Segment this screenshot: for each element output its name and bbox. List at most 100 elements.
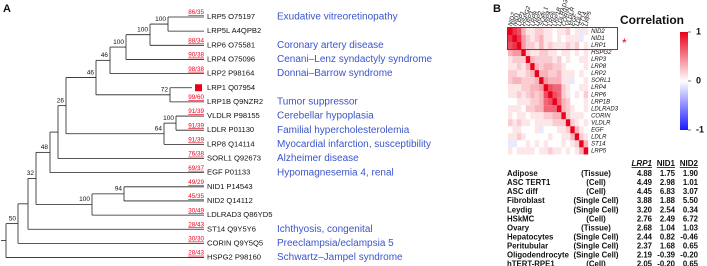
heatmap-cell (530, 105, 535, 113)
heatmap-cell (530, 77, 535, 85)
heatmap-cell (534, 28, 540, 36)
heatmap-cell (565, 77, 571, 85)
heatmap-cell (516, 112, 522, 120)
colorbar (680, 32, 688, 130)
heatmap-cell (556, 140, 562, 148)
heatmap-cell (516, 77, 522, 85)
heatmap-cell (525, 35, 531, 43)
heatmap-cell (521, 105, 526, 113)
heatmap-cell (543, 42, 549, 50)
bootstrap-value: 94 (115, 186, 123, 193)
heatmap-cell (530, 147, 535, 155)
heatmap-cell (574, 119, 580, 127)
row-label: LRP2 (591, 71, 607, 77)
heatmap-cell (570, 63, 575, 71)
bootstrap-value: 100 (137, 26, 148, 33)
heatmap-cell (525, 42, 531, 50)
table-value: -0.39 (657, 251, 675, 260)
heatmap-cell (525, 84, 531, 92)
heatmap-cell (574, 42, 580, 50)
heatmap-cell (579, 35, 584, 43)
heatmap-cell (534, 56, 540, 64)
heatmap-cell (521, 35, 526, 43)
heatmap-cell (570, 84, 575, 92)
table-value: 4.49 (637, 178, 653, 187)
disease: Cenani–Lenz syndactyly syndrome (277, 54, 433, 65)
heatmap-cell (552, 49, 558, 57)
heatmap-cell (521, 112, 526, 120)
heatmap-cell (574, 84, 580, 92)
row-label: LDLR (591, 134, 607, 140)
heatmap-cell (548, 98, 553, 106)
heatmap-cell (525, 28, 531, 36)
heatmap-cell (525, 63, 531, 71)
table-value: 2.76 (637, 214, 653, 223)
heatmap-cell (543, 91, 549, 99)
column-label: CORIN (561, 6, 572, 27)
heatmap-cell (556, 70, 562, 78)
column-label: NID2 (508, 12, 518, 27)
heatmap-cell (525, 70, 531, 78)
disease: Exudative vitreoretinopathy (277, 12, 398, 23)
heatmap-cell (539, 49, 544, 57)
heatmap-cell (512, 77, 517, 85)
heatmap-cell (508, 105, 513, 113)
heatmap-cell (583, 140, 589, 148)
heatmap-cell (534, 147, 540, 155)
panel-label: B (493, 3, 501, 15)
heatmap-cell (512, 49, 517, 57)
heatmap-cell (583, 70, 589, 78)
heatmap-cell (508, 56, 513, 64)
heatmap-cell (534, 70, 540, 78)
heatmap-cell (525, 147, 531, 155)
ratio: 90/38 (188, 52, 204, 59)
leaf-name: CORIN Q9Y5Q5 (207, 238, 263, 247)
heatmap-cell (565, 119, 571, 127)
heatmap-cell (565, 63, 571, 71)
column-label: LDLR (575, 10, 585, 27)
heatmap-cell (543, 49, 549, 57)
heatmap-cell (525, 91, 531, 99)
bootstrap-value: 50 (9, 215, 17, 222)
heatmap-cell (534, 49, 540, 57)
ratio: 69/37 (188, 165, 204, 172)
heatmap-cell (552, 112, 558, 120)
heatmap-cell (543, 126, 549, 134)
table-tissue: Ovary (507, 223, 530, 232)
heatmap-cell (530, 84, 535, 92)
heatmap-cell (508, 49, 513, 57)
heatmap-cell (516, 133, 522, 141)
leaf-name: LDLR P01130 (207, 125, 254, 134)
table-value: 0.65 (683, 260, 699, 266)
heatmap-cell (565, 91, 571, 99)
heatmap-cell (548, 147, 553, 155)
ratio: 98/38 (188, 66, 204, 73)
heatmap-cell (508, 77, 513, 85)
heatmap-cell (530, 119, 535, 127)
table-value: 0.34 (683, 205, 699, 214)
heatmap-cell (583, 98, 589, 106)
heatmap-cell (534, 35, 540, 43)
column-label: LRP6 (548, 10, 558, 27)
heatmap-cell (512, 91, 517, 99)
table-value: 2.98 (660, 178, 676, 187)
heatmap-cell (521, 56, 526, 64)
disease: Tumor suppressor (277, 97, 358, 108)
heatmap-cell (561, 140, 566, 148)
column-label: HSPG2 (521, 5, 532, 27)
table-tissue: Oligodendrocyte (507, 251, 570, 260)
heatmap-cell (579, 91, 584, 99)
leaf-name: LRP5L A4QPB2 (207, 26, 261, 35)
heatmap-cell (583, 84, 589, 92)
row-label: NID1 (591, 36, 605, 42)
heatmap-cell (534, 140, 540, 148)
table-value: 3.88 (637, 196, 653, 205)
heatmap-cell (570, 49, 575, 57)
row-label: VLDLR (591, 120, 611, 126)
heatmap-cell (530, 42, 535, 50)
heatmap-cell (534, 119, 540, 127)
heatmap-cell (583, 133, 589, 141)
heatmap-cell (565, 112, 571, 120)
table-value: 6.83 (660, 187, 676, 196)
heatmap-cell (583, 49, 589, 57)
